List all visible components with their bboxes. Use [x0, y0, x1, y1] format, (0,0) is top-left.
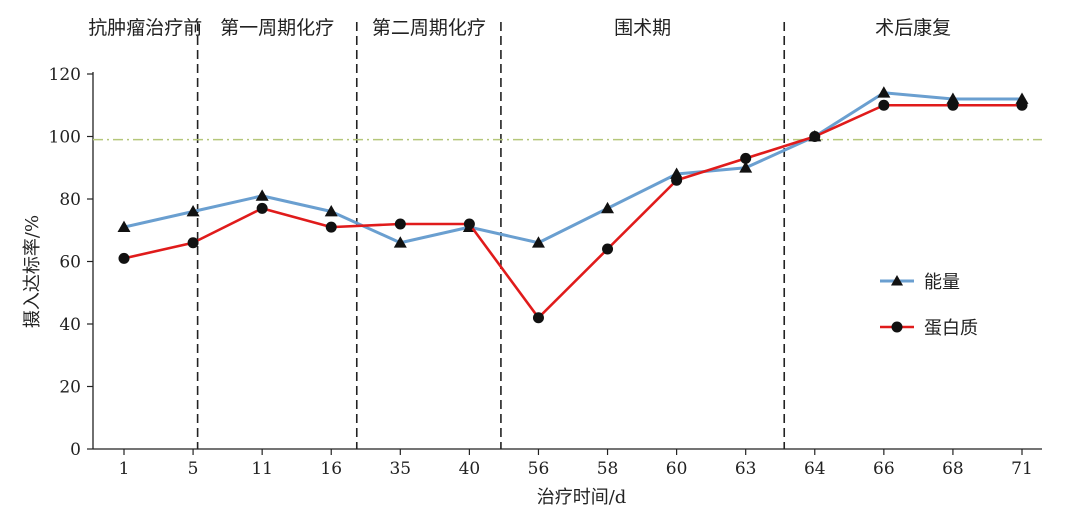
legend-label: 能量: [924, 272, 960, 293]
y-tick-label: 80: [59, 190, 81, 210]
data-point-triangle: [117, 220, 131, 232]
data-point-circle: [187, 237, 199, 249]
series-protein: [118, 99, 1028, 324]
data-point-triangle: [531, 236, 545, 248]
x-tick-label: 11: [251, 459, 273, 479]
data-point-triangle: [739, 161, 753, 173]
x-tick-label: 5: [188, 459, 199, 479]
data-point-circle: [532, 312, 544, 324]
series-group: [117, 86, 1029, 324]
x-tick-label: 1: [119, 459, 130, 479]
y-tick-label: 100: [49, 128, 81, 148]
phase-divider-lines: [196, 22, 786, 449]
data-point-triangle: [255, 189, 269, 201]
phase-label: 抗肿瘤治疗前: [88, 17, 202, 39]
legend-marker-triangle: [891, 275, 903, 286]
x-tick-label: 63: [735, 459, 757, 479]
phase-label: 第二周期化疗: [372, 17, 486, 39]
data-point-circle: [394, 218, 406, 230]
data-point-circle: [740, 152, 752, 164]
legend-item: 能量: [880, 272, 960, 293]
data-point-circle: [671, 174, 683, 186]
data-point-circle: [878, 99, 890, 111]
y-tick-label: 20: [59, 378, 81, 398]
data-point-circle: [1016, 99, 1028, 111]
x-tick-label: 56: [528, 459, 550, 479]
legend-item: 蛋白质: [880, 318, 978, 339]
data-point-triangle: [186, 205, 200, 217]
series-line: [123, 91, 1022, 245]
phase-label: 第一周期化疗: [220, 17, 334, 39]
data-point-circle: [256, 202, 268, 214]
phase-label: 术后康复: [875, 17, 951, 39]
data-point-circle: [325, 221, 337, 233]
data-point-triangle: [393, 236, 407, 248]
y-tick-label: 60: [59, 253, 81, 273]
phase-label: 围术期: [614, 17, 671, 39]
data-point-circle: [809, 131, 821, 142]
series-line: [123, 103, 1022, 320]
x-tick-label: 68: [942, 459, 964, 479]
phase-labels: 抗肿瘤治疗前 第一周期化疗 第二周期化疗 围术期 术后康复: [88, 17, 951, 39]
axes: 0 20 40 60 80 100 120 1 5 11 16 35 40 56 58 60 63 64 66 68 7…: [49, 65, 1042, 479]
x-tick-label: 66: [873, 459, 895, 479]
legend-label: 蛋白质: [924, 318, 978, 339]
y-tick-label: 40: [59, 315, 81, 335]
y-axis-title: 摄入达标率/%: [22, 215, 43, 328]
data-point-triangle: [324, 205, 338, 217]
x-tick-label: 16: [320, 459, 342, 479]
legend-marker-circle: [891, 321, 903, 333]
series-energy: [117, 86, 1029, 248]
data-point-circle: [463, 218, 475, 230]
y-tick-label: 0: [70, 440, 81, 460]
y-tick-label: 120: [49, 65, 81, 85]
x-tick-label: 71: [1011, 459, 1033, 479]
data-point-circle: [602, 243, 614, 255]
data-point-circle: [118, 252, 130, 264]
x-tick-label: 58: [597, 459, 619, 479]
x-tick-label: 60: [666, 459, 688, 479]
x-axis-title: 治疗时间/d: [537, 487, 627, 508]
data-point-circle: [947, 99, 959, 111]
x-tick-label: 64: [804, 459, 826, 479]
x-tick-label: 35: [389, 459, 411, 479]
data-point-triangle: [877, 86, 891, 98]
x-tick-label: 40: [459, 459, 481, 479]
data-point-triangle: [601, 201, 615, 214]
